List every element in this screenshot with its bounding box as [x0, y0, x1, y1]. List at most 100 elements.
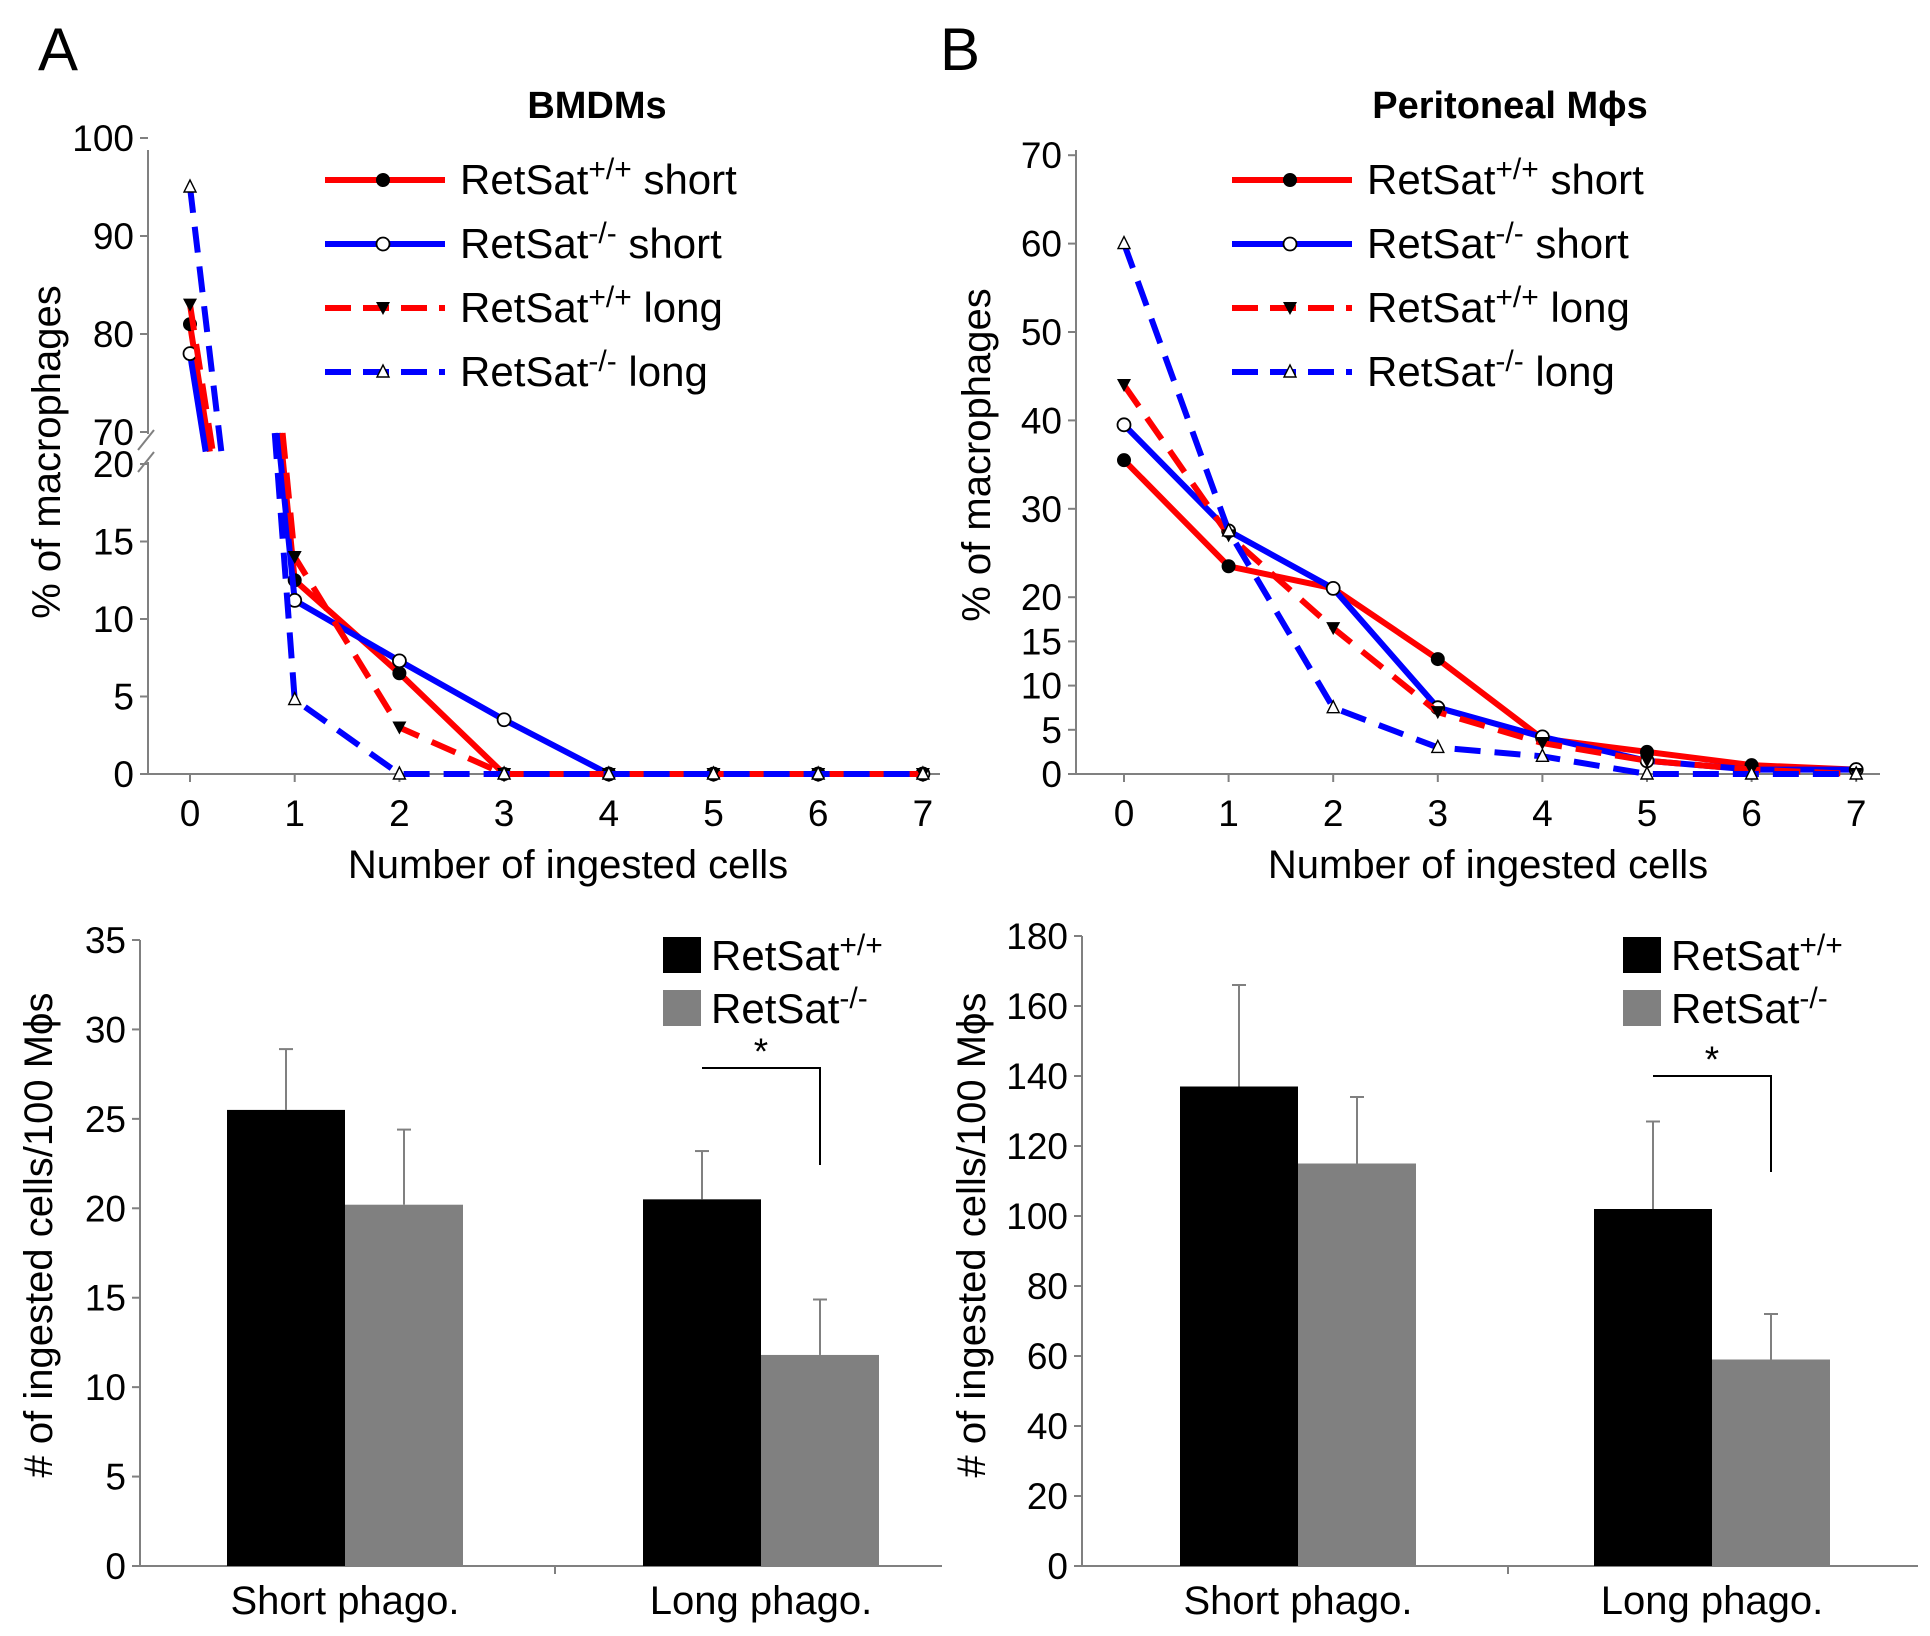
- x-tick-label: 6: [1741, 793, 1762, 834]
- series-retsatko-long: [1116, 235, 1864, 780]
- y-tick-label: 5: [105, 1457, 126, 1498]
- series-line: [1121, 383, 1857, 777]
- data-point: [1326, 699, 1341, 714]
- y-tick-label: 30: [1021, 489, 1062, 530]
- category-label: Short phago.: [1183, 1579, 1412, 1623]
- y-tick-label: 50: [1021, 312, 1062, 353]
- bar-retsatwt-short-phago-: [227, 1109, 345, 1566]
- data-point: [1116, 417, 1132, 433]
- legend-marker-retsatwt-short: [1283, 173, 1297, 187]
- series-retsatwt-short: [1117, 453, 1864, 777]
- y-tick-label: 15: [93, 522, 134, 563]
- data-point: [183, 298, 197, 312]
- legend-label-retsatwt-short: RetSat+/+ short: [460, 153, 737, 203]
- chart-title-bmdm: BMDMs: [527, 85, 666, 127]
- legend-label-retsatwt-long: RetSat+/+ long: [1367, 281, 1630, 331]
- data-point: [1640, 754, 1654, 768]
- legend-swatch-ko: [663, 990, 701, 1026]
- y-tick-label: 0: [1047, 1546, 1068, 1587]
- bar-chart-peritoneal: 0 20 40 60 80 100 120 140 160 180 Short phago. Long…: [950, 916, 1918, 1623]
- y-tick-label: 5: [113, 677, 134, 718]
- data-point: [601, 765, 616, 780]
- x-tick-label: 1: [284, 793, 305, 834]
- legend-label-retsatwt-short: RetSat+/+ short: [1367, 153, 1644, 203]
- x-axis-title: Number of ingested cells: [348, 843, 788, 887]
- axis-break-mark: [137, 451, 155, 473]
- y-tick-label: 20: [85, 1188, 126, 1229]
- x-tick-label: 1: [1218, 793, 1239, 834]
- panel-label-a: A: [38, 16, 78, 83]
- x-tick-label: 3: [494, 793, 515, 834]
- series-retsatko-long: [182, 178, 931, 780]
- y-tick-label: 140: [1006, 1056, 1068, 1097]
- y-tick-label: 90: [93, 216, 134, 257]
- data-point: [1430, 706, 1445, 720]
- y-tick-label: 100: [1006, 1196, 1068, 1237]
- series-line-upper: [187, 304, 216, 453]
- data-point: [811, 765, 826, 780]
- series-line-lower: [277, 432, 923, 777]
- legend-marker-retsatwt-long: [376, 302, 390, 315]
- legend-swatch-wt: [663, 937, 701, 973]
- x-tick-label: 0: [180, 793, 201, 834]
- x-tick-label: 7: [1846, 793, 1867, 834]
- x-tick-label: 0: [1114, 793, 1135, 834]
- data-point: [392, 765, 407, 780]
- x-tick-label: 5: [1637, 793, 1658, 834]
- series-line-lower: [271, 432, 923, 777]
- y-axis-title: # of ingested cells/100 Mϕs: [17, 993, 61, 1478]
- x-tick-label: 4: [599, 793, 620, 834]
- series-line-lower: [279, 432, 923, 777]
- bar-retsatko-long-phago-: [1712, 1359, 1830, 1566]
- data-point: [706, 765, 721, 780]
- legend-marker-retsatko-long: [375, 363, 391, 378]
- y-tick-label: 15: [1021, 621, 1062, 662]
- series-line: [1121, 242, 1857, 777]
- data-point: [391, 653, 407, 669]
- y-axis-title: % of macrophages: [955, 288, 999, 622]
- data-point: [1430, 738, 1445, 754]
- data-point: [287, 691, 302, 706]
- y-tick-label: 0: [1041, 754, 1062, 795]
- legend-label-wt: RetSat+/+: [1671, 929, 1843, 979]
- data-point: [496, 712, 512, 728]
- data-point: [1325, 580, 1341, 596]
- panel-label-b: B: [940, 16, 980, 83]
- x-tick-label: 3: [1428, 793, 1449, 834]
- y-tick-label: 20: [1021, 577, 1062, 618]
- bar-retsatko-short-phago-: [1298, 1163, 1416, 1566]
- data-point: [1116, 235, 1132, 250]
- y-tick-label: 40: [1021, 400, 1062, 441]
- y-axis-title: % of macrophages: [25, 285, 69, 619]
- legend-marker-retsatwt-short: [376, 173, 390, 187]
- y-axis-title: # of ingested cells/100 Mϕs: [950, 993, 994, 1478]
- x-tick-label: 7: [913, 793, 934, 834]
- chart-title-peritoneal: Peritoneal Mϕs: [1372, 85, 1648, 127]
- legend-label-retsatwt-long: RetSat+/+ long: [460, 281, 723, 331]
- legend-marker-retsatko-short: [1282, 236, 1298, 252]
- data-point: [1535, 737, 1550, 751]
- y-tick-label: 60: [1027, 1336, 1068, 1377]
- y-tick-label: 35: [85, 920, 126, 961]
- axis-break-mark: [137, 429, 155, 451]
- data-point: [1535, 747, 1550, 763]
- y-tick-label: 40: [1027, 1406, 1068, 1447]
- data-point: [1117, 453, 1131, 468]
- category-label: Long phago.: [650, 1579, 872, 1623]
- series-line: [1121, 422, 1857, 773]
- data-point: [915, 765, 931, 780]
- data-point: [1326, 622, 1341, 636]
- series-line: [1121, 458, 1857, 773]
- y-tick-label: 20: [93, 444, 134, 485]
- line-chart-bmdm: BMDMs 70 80 90 100 0 5 10 15 20 0 1 2 3 4 5 6 7 Number of …: [25, 85, 940, 887]
- bar-retsatwt-short-phago-: [1180, 1086, 1298, 1566]
- data-point: [1849, 765, 1864, 780]
- bar-retsatwt-long-phago-: [1594, 1209, 1712, 1566]
- bar-retsatko-long-phago-: [761, 1354, 879, 1566]
- y-tick-label: 70: [93, 412, 134, 453]
- data-point: [1221, 559, 1236, 574]
- legend-label-ko: RetSat-/-: [1671, 982, 1828, 1032]
